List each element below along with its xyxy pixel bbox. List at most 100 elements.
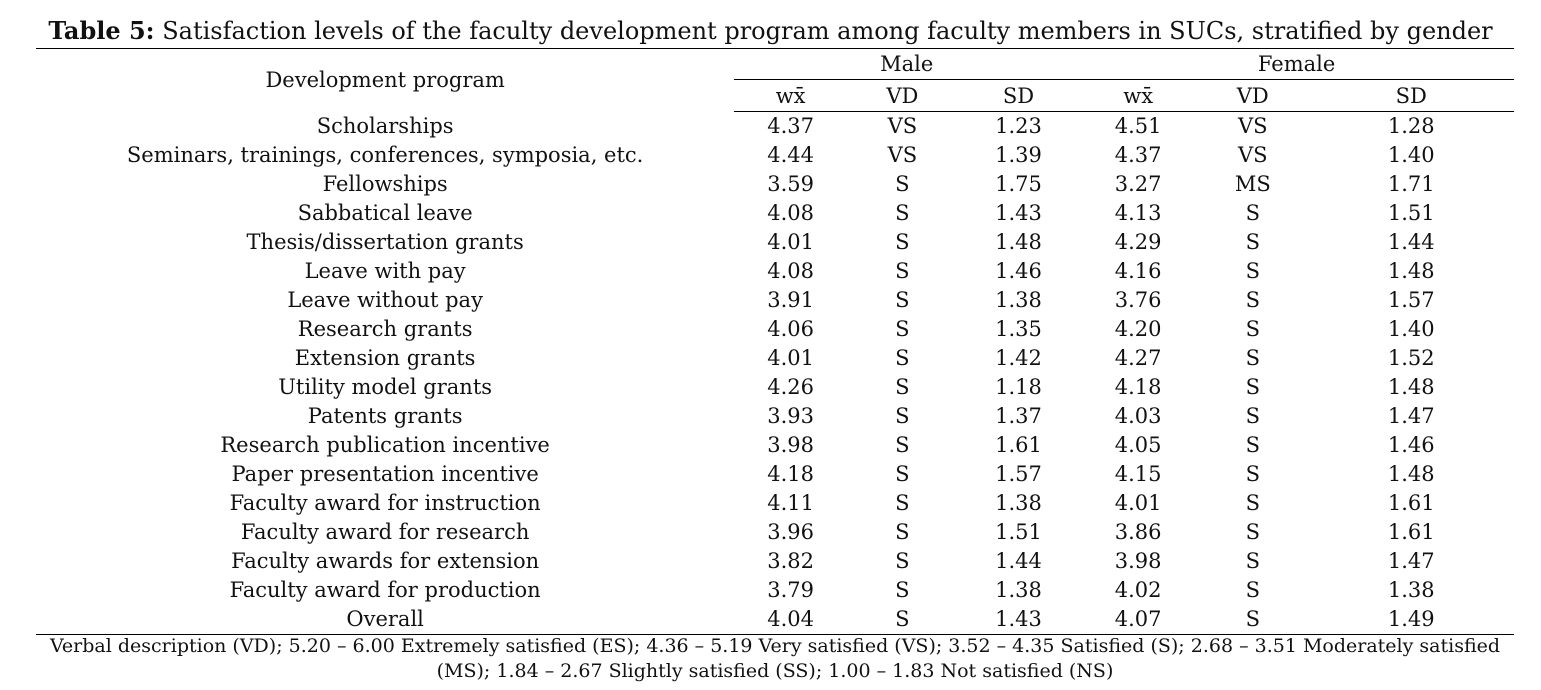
female-sd: 1.40 <box>1387 317 1435 341</box>
table-row: Utility model grants 4.26 S 1.18 4.18 S 1.48 <box>36 373 1514 402</box>
male-vd: VS <box>887 114 918 138</box>
male-wx: 3.98 <box>767 433 814 457</box>
male-sd: 1.38 <box>995 491 1042 515</box>
program-name: Patents grants <box>307 404 463 428</box>
table-row: Leave with pay 4.08 S 1.46 4.16 S 1.48 <box>36 257 1514 286</box>
table-row: Thesis/dissertation grants 4.01 S 1.48 4.29 S… <box>36 228 1514 257</box>
program-name: Sabbatical leave <box>297 201 473 225</box>
female-vd: S <box>1245 259 1260 283</box>
male-vd: S <box>895 172 910 196</box>
male-wx: 3.79 <box>767 578 814 602</box>
subheader-vd: VD <box>846 79 958 112</box>
male-sd: 1.61 <box>995 433 1042 457</box>
group-header-female: Female <box>1079 48 1514 80</box>
table-row: Paper presentation incentive 4.18 S 1.57 4.1… <box>36 460 1514 489</box>
male-sd: 1.51 <box>995 520 1042 544</box>
program-name: Faculty award for research <box>240 520 530 544</box>
female-sd: 1.57 <box>1387 288 1435 312</box>
table-row: Faculty awards for extension 3.82 S 1.44 3.9… <box>36 547 1514 576</box>
program-name: Faculty award for instruction <box>229 491 541 515</box>
female-wx: 4.05 <box>1114 433 1162 457</box>
male-wx: 4.11 <box>767 491 814 515</box>
male-sd: 1.38 <box>995 288 1042 312</box>
subheader-vd: VD <box>1197 79 1309 112</box>
program-name: Fellowships <box>322 172 448 196</box>
table-row: Faculty award for production 3.79 S 1.38 4.0… <box>36 576 1514 605</box>
female-wx: 4.01 <box>1114 491 1162 515</box>
table-row: Research grants 4.06 S 1.35 4.20 S 1.40 <box>36 315 1514 344</box>
male-wx: 4.26 <box>767 375 814 399</box>
male-wx: 3.91 <box>767 288 814 312</box>
female-wx: 3.27 <box>1114 172 1162 196</box>
male-vd: S <box>895 491 910 515</box>
male-sd: 1.18 <box>995 375 1042 399</box>
table-row: Sabbatical leave 4.08 S 1.43 4.13 S 1.51 <box>36 199 1514 228</box>
program-name: Leave with pay <box>304 259 466 283</box>
table-footnote: Verbal description (VD); 5.20 – 6.00 Ext… <box>49 635 1501 682</box>
male-sd: 1.57 <box>995 462 1042 486</box>
program-name: Research grants <box>297 317 473 341</box>
male-sd: 1.75 <box>995 172 1042 196</box>
female-sd: 1.48 <box>1387 259 1435 283</box>
table-row: Faculty award for instruction 4.11 S 1.38 4.… <box>36 489 1514 518</box>
male-vd: S <box>895 230 910 254</box>
male-vd: S <box>846 605 958 635</box>
subheader-sd: SD <box>957 79 1080 112</box>
female-wx: 4.02 <box>1114 578 1162 602</box>
male-sd: 1.38 <box>995 578 1042 602</box>
female-wx: 3.98 <box>1114 549 1162 573</box>
program-name: Seminars, trainings, conferences, sympos… <box>126 143 644 167</box>
female-vd: S <box>1245 404 1260 428</box>
female-wx: 4.37 <box>1114 143 1162 167</box>
male-sd: 1.43 <box>995 201 1042 225</box>
table-caption: Table 5: Satisfaction levels of the facu… <box>0 14 1541 48</box>
table-row: Extension grants 4.01 S 1.42 4.27 S 1.52 <box>36 344 1514 373</box>
female-sd: 1.52 <box>1387 346 1435 370</box>
female-wx: 4.03 <box>1114 404 1162 428</box>
program-name: Scholarships <box>316 113 454 138</box>
male-sd: 1.43 <box>957 605 1080 635</box>
program-name: Utility model grants <box>278 375 493 399</box>
male-wx: 3.59 <box>767 172 814 196</box>
table-row: Fellowships 3.59 S 1.75 3.27 MS 1.71 <box>36 170 1514 199</box>
female-sd: 1.47 <box>1387 549 1435 573</box>
program-name: Overall <box>36 605 735 635</box>
male-wx: 4.18 <box>767 462 814 486</box>
female-vd: S <box>1245 288 1260 312</box>
male-vd: S <box>895 259 910 283</box>
female-sd: 1.51 <box>1387 201 1435 225</box>
female-sd: 1.47 <box>1387 404 1435 428</box>
program-name: Faculty awards for extension <box>231 549 540 573</box>
male-wx: 4.04 <box>734 605 847 635</box>
female-wx: 4.16 <box>1114 259 1162 283</box>
female-vd: S <box>1245 201 1260 225</box>
male-wx: 3.96 <box>767 520 814 544</box>
female-vd: VS <box>1237 114 1268 138</box>
male-wx: 4.01 <box>767 346 814 370</box>
female-sd: 1.61 <box>1387 520 1435 544</box>
female-vd: S <box>1245 549 1260 573</box>
male-wx: 4.06 <box>767 317 814 341</box>
male-vd: S <box>895 201 910 225</box>
female-vd: S <box>1245 375 1260 399</box>
female-wx: 4.29 <box>1114 230 1162 254</box>
male-sd: 1.39 <box>995 143 1042 167</box>
male-wx: 4.37 <box>767 114 814 138</box>
male-vd: S <box>895 578 910 602</box>
program-name: Leave without pay <box>287 288 483 312</box>
female-wx: 4.20 <box>1114 317 1162 341</box>
male-vd: S <box>895 549 910 573</box>
table-row: Seminars, trainings, conferences, sympos… <box>36 141 1514 170</box>
male-vd: S <box>895 462 910 486</box>
female-sd: 1.28 <box>1387 114 1435 138</box>
caption-text: Satisfaction levels of the faculty devel… <box>162 17 1493 45</box>
table-row: Research publication incentive 3.98 S 1.61 4… <box>36 431 1514 460</box>
female-vd: VS <box>1237 143 1268 167</box>
female-vd: S <box>1245 491 1260 515</box>
female-sd: 1.46 <box>1387 433 1435 457</box>
female-sd: 1.48 <box>1387 462 1435 486</box>
male-sd: 1.48 <box>995 230 1042 254</box>
table-row: Faculty award for research 3.96 S 1.51 3.86 S… <box>36 518 1514 547</box>
female-wx: 4.27 <box>1114 346 1162 370</box>
male-sd: 1.37 <box>995 404 1042 428</box>
